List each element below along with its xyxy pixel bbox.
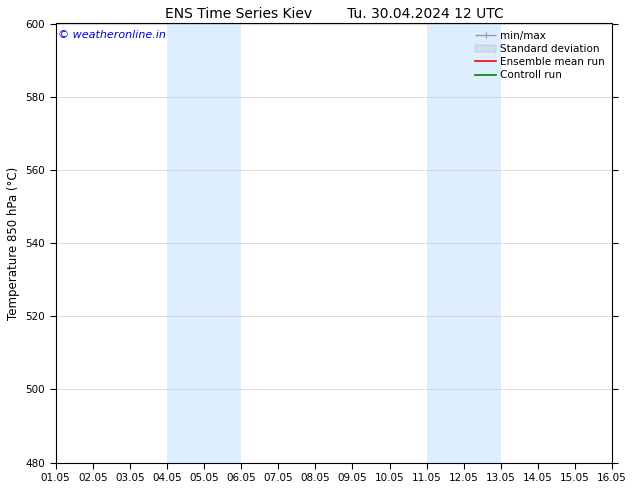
- Text: © weatheronline.in: © weatheronline.in: [58, 30, 166, 40]
- Title: ENS Time Series Kiev        Tu. 30.04.2024 12 UTC: ENS Time Series Kiev Tu. 30.04.2024 12 U…: [165, 7, 503, 21]
- Bar: [427, 24, 501, 463]
- Bar: [167, 24, 241, 463]
- Y-axis label: Temperature 850 hPa (°C): Temperature 850 hPa (°C): [7, 167, 20, 319]
- Legend: min/max, Standard deviation, Ensemble mean run, Controll run: min/max, Standard deviation, Ensemble me…: [471, 26, 609, 84]
